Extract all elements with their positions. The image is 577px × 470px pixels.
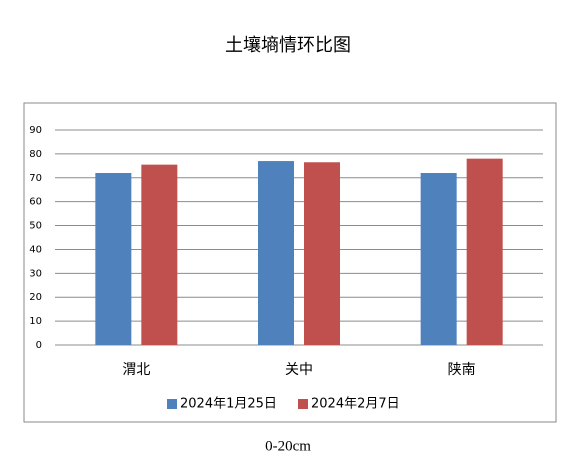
y-tick-label: 70: [29, 173, 42, 184]
y-tick-label: 30: [29, 268, 42, 279]
caption: 0-20cm: [265, 438, 311, 454]
bar: [304, 162, 340, 345]
legend-swatch: [167, 399, 177, 409]
y-tick-label: 60: [29, 197, 42, 208]
legend-label: 2024年1月25日: [180, 397, 277, 412]
bar: [466, 158, 503, 345]
y-tick-label: 10: [29, 316, 42, 327]
chart-frame: [23, 102, 557, 423]
legend-label: 2024年2月7日: [311, 397, 400, 412]
bar: [95, 173, 132, 345]
bar: [141, 164, 178, 345]
y-tick-label: 80: [29, 149, 42, 160]
y-tick-label: 20: [29, 292, 42, 303]
y-tick-label: 0: [36, 340, 42, 351]
chart-title: 土壤墒情环比图: [225, 35, 351, 56]
y-tick-label: 40: [29, 244, 42, 255]
bar: [258, 161, 294, 345]
bar: [420, 173, 457, 345]
y-tick-label: 90: [29, 125, 42, 136]
x-tick-label: 关中: [285, 362, 313, 378]
y-tick-label: 50: [29, 221, 42, 232]
x-tick-label: 渭北: [122, 362, 150, 378]
x-tick-label: 陕南: [448, 362, 476, 378]
legend-swatch: [298, 399, 308, 409]
